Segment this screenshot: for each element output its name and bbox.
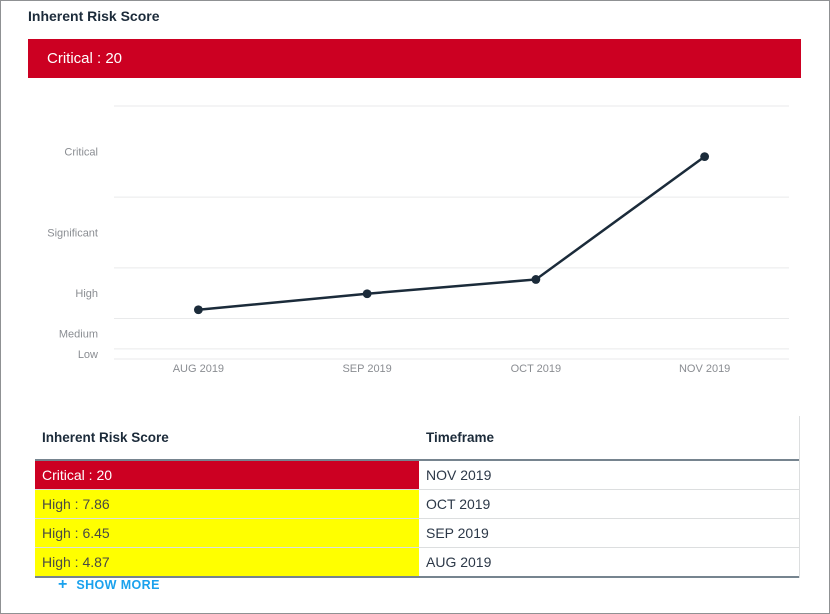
trend-line: [198, 155, 706, 311]
x-axis-label: OCT 2019: [511, 363, 562, 375]
risk-score-cell: High : 7.86: [35, 490, 419, 518]
data-point-oct-2019[interactable]: [531, 275, 541, 284]
x-axis-label: NOV 2019: [679, 363, 730, 375]
table-row: High : 6.45 SEP 2019: [35, 519, 799, 548]
table-header-score: Inherent Risk Score: [42, 430, 169, 445]
current-risk-banner: Critical : 20: [28, 39, 801, 78]
y-axis-label: High: [75, 288, 98, 300]
show-more-label: SHOW MORE: [76, 578, 160, 592]
table-body: Critical : 20 NOV 2019 High : 7.86 OCT 2019…: [35, 461, 799, 578]
timeframe-cell: SEP 2019: [419, 519, 799, 547]
table-row: High : 4.87 AUG 2019: [35, 548, 799, 578]
show-more-button[interactable]: + SHOW MORE: [58, 575, 160, 595]
x-axis-label: AUG 2019: [173, 363, 224, 375]
risk-score-cell: Critical : 20: [35, 461, 419, 489]
y-axis-label: Medium: [59, 329, 98, 341]
table-header-timeframe: Timeframe: [426, 430, 495, 445]
table-row: Critical : 20 NOV 2019: [35, 461, 799, 490]
risk-score-cell: High : 6.45: [35, 519, 419, 547]
table-row: High : 7.86 OCT 2019: [35, 490, 799, 519]
x-axis-label: SEP 2019: [342, 363, 391, 375]
risk-score-cell: High : 4.87: [35, 548, 419, 576]
risk-trend-chart: Low Medium High Significant Critical AUG 2019…: [47, 105, 789, 375]
y-axis-label: Significant: [47, 227, 98, 239]
data-point-nov-2019[interactable]: [700, 152, 710, 161]
y-axis-label: Low: [78, 349, 98, 361]
plus-icon: +: [58, 576, 68, 593]
page-title: Inherent Risk Score: [28, 8, 160, 24]
data-point-aug-2019[interactable]: [193, 305, 203, 315]
current-risk-label: Critical : 20: [47, 50, 123, 67]
y-axis-label: Critical: [64, 146, 98, 158]
timeframe-cell: NOV 2019: [419, 461, 799, 489]
risk-history-table: Inherent Risk Score Timeframe Critical :…: [35, 416, 800, 578]
data-point-sep-2019[interactable]: [362, 289, 372, 299]
timeframe-cell: AUG 2019: [419, 548, 799, 576]
table-header-row: Inherent Risk Score Timeframe: [35, 416, 799, 461]
timeframe-cell: OCT 2019: [419, 490, 799, 518]
